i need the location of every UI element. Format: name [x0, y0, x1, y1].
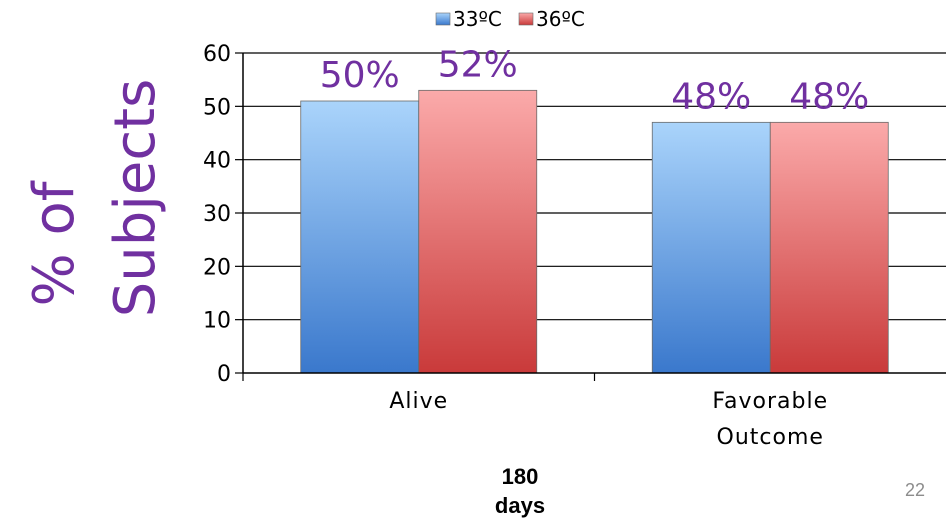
legend-swatch [435, 12, 451, 26]
y-tick-label: 60 [203, 42, 231, 67]
page-number: 22 [905, 480, 926, 500]
bar [418, 89, 538, 374]
legend-swatch [518, 12, 534, 26]
bar [300, 100, 420, 374]
data-label: 48% [789, 76, 869, 117]
data-label: 50% [320, 55, 400, 96]
bar [769, 121, 889, 374]
y-axis-ticks: 0 10 20 30 40 50 60 [203, 42, 243, 387]
data-labels: 50% 52% 48% 48% [320, 44, 870, 117]
x-axis-categories: Alive Favorable Outcome [389, 389, 828, 450]
y-axis-label-line-2: Subjects [103, 79, 168, 318]
x-axis-label: 180 days [470, 462, 570, 520]
legend-label: 36ºC [536, 7, 585, 31]
legend-label: 33ºC [453, 7, 502, 31]
y-axis-label-line-1: % of [22, 180, 87, 306]
category-label: Alive [389, 389, 448, 414]
legend: 33ºC 36ºC [435, 7, 585, 31]
bars [300, 89, 889, 374]
y-tick-label: 10 [203, 309, 231, 334]
y-tick-label: 50 [203, 95, 231, 120]
y-tick-label: 30 [203, 202, 231, 227]
y-tick-label: 0 [217, 362, 231, 387]
y-tick-label: 20 [203, 255, 231, 280]
category-label: Outcome [717, 425, 824, 450]
bar [651, 121, 771, 374]
data-label: 52% [438, 44, 518, 85]
category-label: Favorable [712, 389, 828, 414]
x-axis-label-line-2: days [494, 493, 546, 518]
y-tick-label: 40 [203, 149, 231, 174]
data-label: 48% [671, 76, 751, 117]
axes [242, 53, 946, 381]
x-axis-label-line-1: 180 [501, 464, 539, 489]
